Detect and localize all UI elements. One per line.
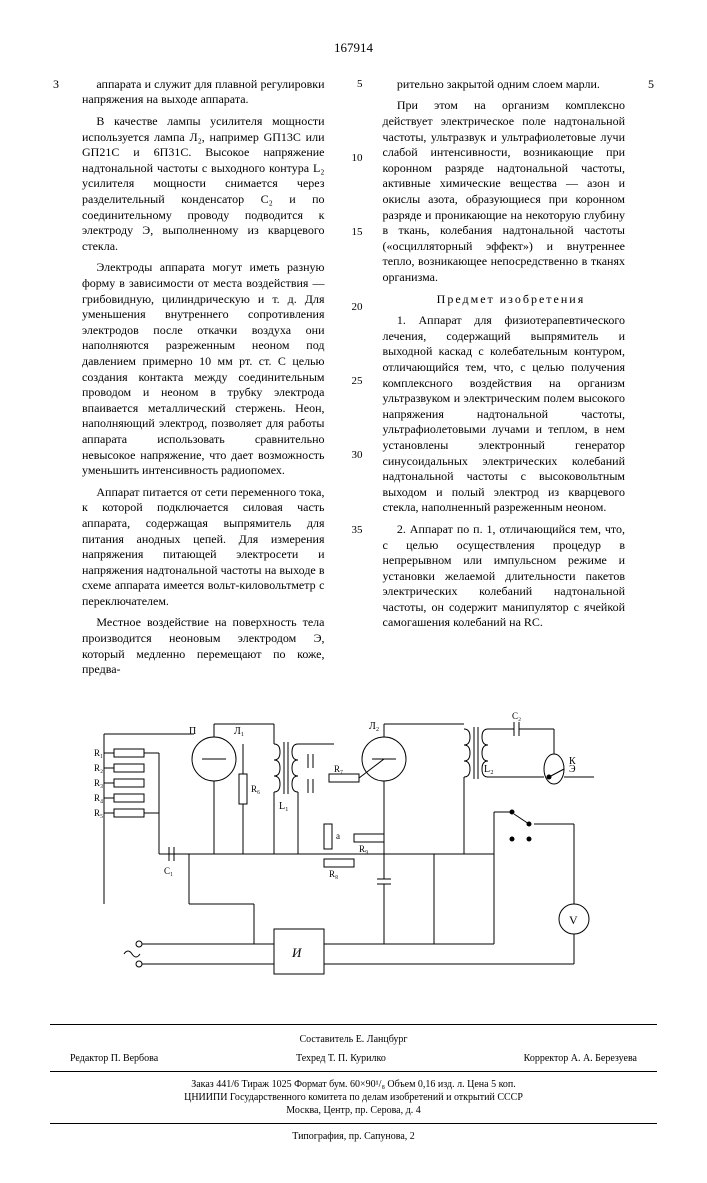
svg-text:И: И [291, 945, 302, 960]
line-num: 35 [345, 523, 363, 537]
para: Аппарат питается от сети переменного ток… [82, 485, 325, 610]
para: 2. Аппарат по п. 1, отличающийся тем, чт… [383, 522, 626, 631]
para: Местное воздействие на поверхность тела … [82, 615, 325, 677]
circuit-svg: R₁ R₂ R₃ R₄ R₅ C₁ П Л₁ R₆ [74, 704, 634, 1004]
svg-text:R₅: R₅ [94, 808, 103, 818]
line-num: 25 [345, 374, 363, 388]
line-num: 10 [345, 151, 363, 165]
svg-text:R₇: R₇ [334, 764, 343, 774]
org-line: ЦНИИПИ Государственного комитета по дела… [50, 1091, 657, 1104]
line-num: 20 [345, 300, 363, 314]
svg-text:R₈: R₈ [329, 869, 338, 879]
para: Электроды аппарата могут иметь разную фо… [82, 260, 325, 478]
editor: Редактор П. Вербова [70, 1052, 158, 1065]
corrector: Корректор А. А. Березуева [524, 1052, 637, 1065]
svg-text:R₉: R₉ [359, 844, 368, 854]
svg-text:Л₂: Л₂ [369, 721, 379, 732]
tech-editor: Техред Т. П. Курилко [296, 1052, 386, 1065]
section-title: Предмет изобретения [383, 292, 626, 308]
svg-text:Л₁: Л₁ [234, 726, 244, 737]
svg-text:К: К [569, 756, 576, 767]
transformer-l1 [214, 724, 334, 854]
print-line: Типография, пр. Сапунова, 2 [50, 1130, 657, 1143]
col-left-marker: 3 [50, 77, 62, 684]
svg-text:R₁: R₁ [94, 748, 103, 758]
line-number-gutter: 5 10 15 20 25 30 35 [345, 77, 363, 684]
left-column: аппарата и служит для плавной регулировк… [82, 77, 325, 684]
svg-text:R₆: R₆ [251, 784, 260, 794]
svg-text:L₁: L₁ [279, 801, 289, 812]
footer: Составитель Е. Ланцбург Редактор П. Верб… [50, 1024, 657, 1143]
compiler: Составитель Е. Ланцбург [50, 1033, 657, 1046]
line-num: 15 [345, 225, 363, 239]
order-line: Заказ 441/6 Тираж 1025 Формат бум. 60×90… [50, 1078, 657, 1091]
svg-text:V: V [569, 913, 578, 927]
svg-text:C₂: C₂ [512, 711, 521, 721]
right-column: рительно закрытой одним слоем марли. При… [383, 77, 626, 684]
resistor-ladder [104, 749, 159, 854]
svg-text:C₁: C₁ [164, 866, 173, 876]
para: При этом на организм комплексно действуе… [383, 98, 626, 285]
svg-text:R₃: R₃ [94, 778, 103, 788]
svg-text:R₂: R₂ [94, 763, 103, 773]
page-number: 167914 [50, 40, 657, 57]
para: В качестве лампы усилителя мощности испо… [82, 114, 325, 254]
addr-line: Москва, Центр, пр. Серова, д. 4 [50, 1104, 657, 1117]
line-num: 30 [345, 448, 363, 462]
circuit-diagram: R₁ R₂ R₃ R₄ R₅ C₁ П Л₁ R₆ [50, 704, 657, 1004]
para: аппарата и служит для плавной регулировк… [82, 77, 325, 108]
text-columns: 3 аппарата и служит для плавной регулиро… [50, 77, 657, 684]
para: рительно закрытой одним слоем марли. [383, 77, 626, 93]
col-right-marker: 5 [645, 77, 657, 684]
svg-text:L₂: L₂ [484, 764, 494, 775]
svg-text:a: a [336, 831, 340, 841]
svg-text:П: П [189, 726, 196, 737]
svg-text:R₄: R₄ [94, 793, 103, 803]
para: 1. Аппарат для физиотерапевтического леч… [383, 313, 626, 516]
line-num: 5 [345, 77, 363, 91]
